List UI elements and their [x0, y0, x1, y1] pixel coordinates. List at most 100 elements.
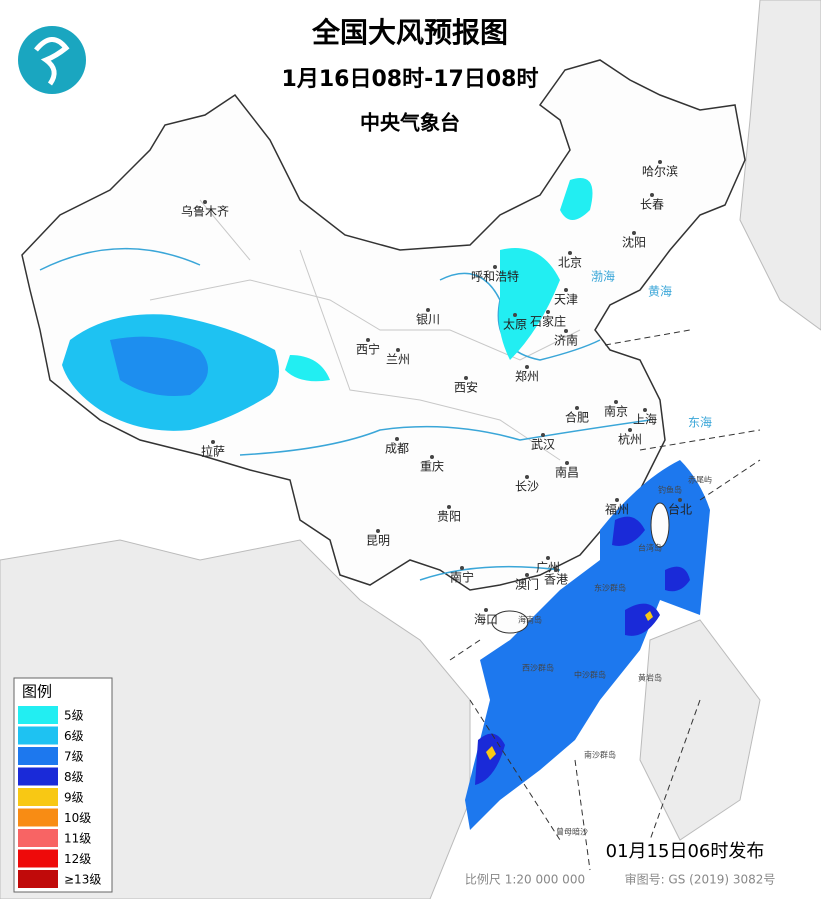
city-dot: [564, 288, 568, 292]
city-label: 重庆: [420, 460, 444, 474]
logo-mark: [34, 37, 70, 86]
city-label: 成都: [385, 442, 409, 456]
city-dot: [564, 329, 568, 333]
sea-label: 渤海: [591, 269, 615, 284]
city-dot: [430, 455, 434, 459]
city-label: 长沙: [515, 480, 539, 494]
city-label: 长春: [640, 198, 664, 212]
place-label: 钓鱼岛: [658, 485, 682, 495]
city-dot: [614, 400, 618, 404]
hainan-island: [491, 610, 529, 634]
legend-label: ≥13级: [64, 873, 101, 887]
city-dot: [525, 573, 529, 577]
sea-label: 黄海: [648, 284, 672, 299]
wind-area-7: [465, 460, 710, 830]
legend-swatch: [18, 808, 58, 827]
place-label: 东沙群岛: [594, 583, 626, 593]
city-dot: [376, 529, 380, 533]
title: 全国大风预报图: [311, 16, 508, 49]
city-dot: [546, 556, 550, 560]
city-label: 香港: [544, 573, 568, 587]
legend-swatch: [18, 706, 58, 724]
place-label: 海南岛: [518, 615, 542, 625]
city-dot: [615, 498, 619, 502]
place-label: 赤尾屿: [688, 476, 712, 485]
legend-label: 6级: [64, 729, 84, 743]
legend-label: 8级: [64, 770, 84, 784]
city-label: 郑州: [515, 369, 539, 384]
issuer: 中央气象台: [360, 111, 460, 135]
legend-swatch: [18, 767, 58, 786]
city-dot: [513, 313, 517, 317]
city-label: 沈阳: [622, 235, 646, 250]
city-label: 石家庄: [530, 314, 566, 329]
place-label: 黄岩岛: [638, 673, 662, 683]
city-label: 贵阳: [437, 510, 461, 524]
legend-swatch: [18, 726, 58, 745]
place-label: 南沙群岛: [584, 750, 616, 760]
city-label: 哈尔滨: [642, 164, 678, 179]
city-label: 上海: [633, 412, 657, 427]
city-label: 杭州: [618, 432, 642, 447]
legend-label: 11级: [64, 832, 91, 846]
legend-label: 7级: [64, 750, 84, 764]
city-dot: [632, 231, 636, 235]
city-label: 西宁: [356, 342, 380, 357]
place-label: 台湾岛: [638, 543, 662, 553]
city-label: 合肥: [565, 410, 589, 425]
legend-swatch: [18, 747, 58, 765]
china-outline: [21, 59, 746, 591]
city-label: 银川: [416, 313, 440, 327]
city-label: 南京: [604, 404, 628, 419]
city-label: 武汉: [531, 438, 555, 452]
city-dot: [568, 251, 572, 255]
scale: 比例尺 1:20 000 000: [465, 873, 585, 887]
city-dot: [650, 193, 654, 197]
neighbor-land: [0, 539, 471, 899]
issued-time: 01月15日06时发布: [606, 841, 765, 862]
city-label: 兰州: [386, 353, 410, 367]
wind-area-8: [475, 516, 690, 785]
city-label: 西安: [454, 380, 478, 395]
city-dot: [203, 200, 207, 204]
city-dot: [395, 437, 399, 441]
city-dot: [565, 461, 569, 465]
wind-area-5: [285, 178, 593, 382]
city-label: 广州: [536, 561, 560, 575]
legend-label: 12级: [64, 852, 91, 866]
legend: 图例 5级 6级 7级 8级 9级 10级 11级 12级 ≥13级: [13, 677, 113, 893]
city-dot: [211, 440, 215, 444]
map-number: 审图号: GS (2019) 3082号: [625, 872, 776, 887]
place-label: 西沙群岛: [522, 663, 554, 673]
city-dot: [525, 475, 529, 479]
city-dot: [678, 498, 682, 502]
city-dot: [447, 505, 451, 509]
city-label: 昆明: [366, 534, 390, 548]
city-dot: [464, 376, 468, 380]
city-label: 太原: [503, 317, 527, 332]
city-label: 台北: [668, 502, 692, 517]
maritime-lines: [449, 329, 761, 871]
city-dot: [525, 365, 529, 369]
city-dot: [460, 566, 464, 570]
city-label: 乌鲁木齐: [181, 204, 229, 219]
place-label: 曾母暗沙: [556, 827, 588, 837]
legend-title: 图例: [22, 683, 52, 701]
city-label: 海口: [474, 612, 498, 627]
city-label: 南宁: [450, 570, 474, 585]
city-dot: [366, 338, 370, 342]
city-label: 天津: [554, 293, 578, 307]
city-dot: [658, 160, 662, 164]
legend-swatch: [18, 829, 58, 847]
legend-label: 10级: [64, 811, 91, 825]
city-dot: [541, 433, 545, 437]
city-label: 呼和浩特: [471, 269, 519, 284]
legend-swatch: [18, 788, 58, 806]
city-dot: [546, 310, 550, 314]
city-dot: [484, 608, 488, 612]
city-label: 澳门: [515, 577, 539, 592]
legend-swatch: [18, 870, 58, 888]
neighbor-land: [739, 0, 821, 331]
legend-label: 5级: [64, 709, 84, 723]
